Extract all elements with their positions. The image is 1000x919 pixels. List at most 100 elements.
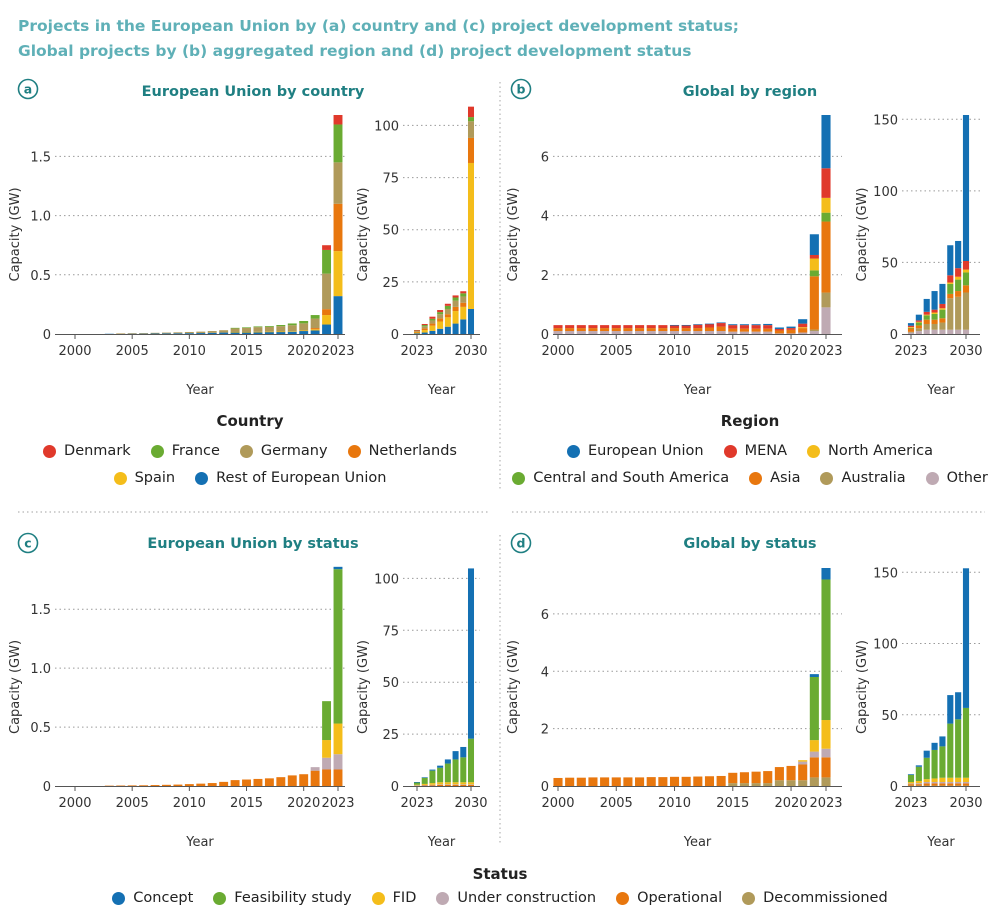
bar-segment-mena	[786, 328, 796, 330]
bar-segment-decommissioned	[821, 777, 831, 786]
legend-item-decommissioned: Decommissioned	[742, 890, 888, 906]
bar-segment-operational	[669, 776, 680, 786]
bar-segment-france	[264, 326, 274, 327]
bar-segment-feasibility-study	[467, 738, 475, 783]
bar-segment-other	[704, 331, 715, 334]
legend-country-title: Country	[216, 412, 284, 430]
legend-country-row-2: Spain Rest of European Union	[0, 470, 500, 486]
bar-segment-operational	[437, 784, 444, 786]
bar-segment-decommissioned	[774, 780, 784, 786]
bar-segment-under-construction	[947, 782, 954, 784]
bar-segment-rest-of-european-union	[467, 308, 475, 334]
bar-segment-asia	[588, 328, 598, 332]
bar-segment-european-union	[786, 326, 796, 329]
bar-segment-denmark	[322, 245, 332, 250]
legend-label: France	[171, 443, 220, 459]
bar-segment-concept	[947, 695, 954, 724]
bar-segment-asia	[923, 319, 930, 324]
bar-segment-denmark	[413, 330, 421, 331]
bar-segment-rest-of-european-union	[299, 331, 309, 334]
x-tick-label: 2030	[949, 796, 982, 811]
y-axis-label: Capacity (GW)	[356, 640, 371, 734]
bar-segment-germany	[322, 273, 332, 310]
legend-region-title: Region	[720, 412, 780, 430]
legend-item-spain: Spain	[113, 470, 175, 486]
bar-segment-germany	[173, 332, 183, 334]
bar-segment-fid	[421, 783, 428, 785]
x-axis-label: Year	[185, 835, 214, 850]
bar-segment-asia	[646, 328, 656, 332]
bar-segment-under-construction	[437, 784, 444, 785]
bar-segment-asia	[565, 328, 575, 332]
bar-segment-other	[576, 331, 586, 334]
bar-segment-fid	[915, 781, 922, 784]
bar-segment-concept	[931, 742, 938, 750]
bar-segment-concept	[421, 777, 428, 778]
y-tick-label: 50	[881, 256, 898, 271]
panel-title: European Union by country	[142, 84, 365, 100]
bar-segment-concept	[444, 759, 451, 764]
bar-segment-other	[955, 329, 962, 334]
bar-segment-spain	[460, 306, 467, 320]
bar-segment-under-construction	[421, 784, 428, 786]
bar-segment-rest-of-european-union	[310, 330, 320, 334]
bar-segment-rest-of-european-union	[287, 331, 297, 334]
bar-segment-rest-of-european-union	[460, 319, 467, 334]
x-tick-label: 2023	[894, 344, 927, 359]
legend-label: Denmark	[64, 443, 131, 459]
bar-segment-operational	[242, 779, 251, 786]
bar-segment-operational	[196, 783, 206, 786]
bar-segment-feasibility-study	[939, 746, 946, 778]
legend-item-concept: Concept	[112, 890, 193, 906]
bar-segment-concept	[460, 746, 467, 758]
bar-segment-operational	[915, 784, 922, 786]
legend-swatch	[807, 444, 821, 458]
y-tick-label: 4	[541, 210, 549, 225]
bar-segment-feasibility-study	[962, 707, 970, 778]
bar-segment-mena	[739, 325, 749, 329]
bar-segment-asia	[623, 328, 633, 332]
bar-segment-under-construction	[452, 784, 459, 785]
bar-segment-spain	[322, 315, 332, 325]
bar-segment-asia	[716, 326, 726, 332]
bar-segment-mena	[798, 323, 808, 328]
bar-segment-rest-of-european-union	[429, 330, 436, 334]
legend-label: Other	[946, 470, 988, 486]
bar-segment-mena	[774, 328, 784, 331]
bar-segment-france	[437, 312, 444, 315]
bar-segment-denmark	[429, 316, 436, 319]
bar-segment-feasibility-study	[429, 770, 436, 784]
bar-segment-decommissioned	[931, 785, 938, 787]
bar-segment-mena	[588, 325, 598, 329]
bar-segment-spain	[287, 331, 297, 332]
bar-segment-germany	[444, 308, 451, 315]
bar-segment-spain	[437, 321, 444, 329]
bar-segment-under-construction	[333, 754, 343, 770]
legend-label: Australia	[841, 470, 906, 486]
legend-item-european-union: European Union	[566, 443, 704, 459]
bar-segment-asia	[947, 293, 954, 299]
panel-title: Global by region	[683, 84, 818, 100]
y-tick-label: 6	[541, 608, 549, 623]
bar-segment-decommissioned	[798, 780, 808, 786]
legend-item-germany: Germany	[239, 443, 328, 459]
bar-segment-asia	[955, 291, 962, 297]
bar-segment-rest-of-european-union	[127, 333, 137, 335]
panel-title: Global by status	[683, 536, 816, 552]
bar-segment-european-union	[947, 245, 954, 276]
bar-segment-concept	[467, 568, 475, 739]
x-axis-label: Year	[185, 383, 214, 398]
bar-segment-under-construction	[460, 784, 467, 785]
bar-segment-spain	[429, 325, 436, 331]
bar-segment-fid	[947, 777, 954, 783]
bar-segment-operational	[322, 769, 332, 786]
bar-segment-mena	[751, 325, 761, 329]
bar-segment-operational	[444, 784, 451, 786]
bar-segment-operational	[809, 757, 819, 778]
bar-segment-operational	[658, 777, 668, 786]
panel-d: d Global by status 0 2 4 6 2000 2005 2010 2015 202…	[506, 532, 983, 850]
bar-segment-central-and-south-america	[955, 279, 962, 292]
bar-segment-rest-of-european-union	[444, 326, 451, 334]
legend-label: Rest of European Union	[216, 470, 387, 486]
bar-segment-spain	[310, 329, 320, 331]
